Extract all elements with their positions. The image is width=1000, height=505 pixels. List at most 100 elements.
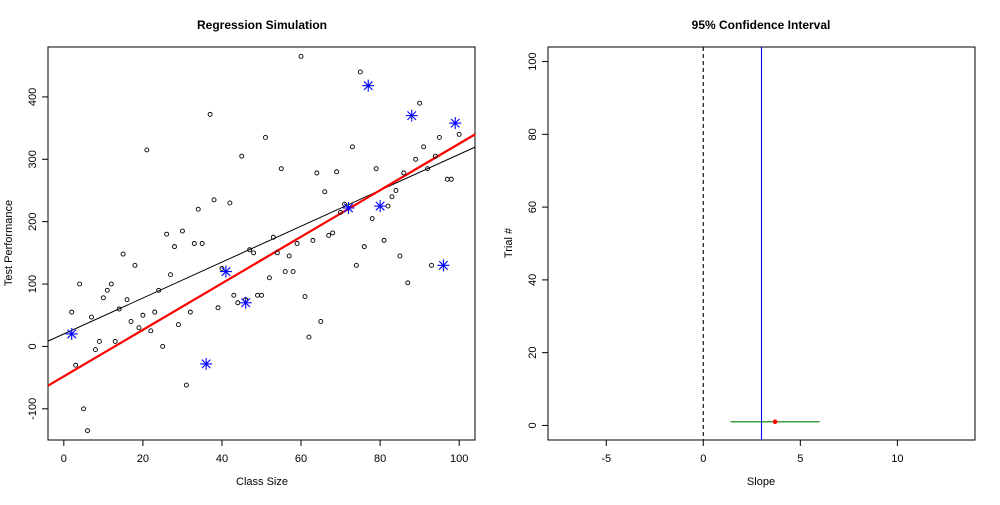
data-point bbox=[211, 197, 217, 203]
true-regression-line bbox=[47, 133, 476, 387]
regression-y-tick-label: 200 bbox=[27, 212, 39, 230]
confidence-intervals bbox=[730, 419, 820, 425]
regression-y-tick-label: 0 bbox=[27, 343, 39, 349]
data-point bbox=[85, 428, 90, 434]
asterisk-stroke bbox=[221, 266, 231, 277]
data-point bbox=[270, 234, 276, 240]
confidence-y-tick-label: 40 bbox=[527, 274, 539, 286]
data-point bbox=[120, 251, 126, 257]
data-point bbox=[148, 328, 154, 334]
data-point bbox=[132, 262, 138, 268]
data-point bbox=[160, 343, 166, 349]
data-point bbox=[425, 166, 431, 172]
regression-y-tick-label: 400 bbox=[27, 88, 39, 106]
confidence-x-tick-label: 5 bbox=[797, 453, 803, 465]
data-point bbox=[89, 314, 94, 320]
asterisk-stroke bbox=[438, 260, 449, 270]
regression-y-tick-label: -100 bbox=[27, 398, 39, 420]
highlighted-point bbox=[219, 265, 232, 278]
data-point bbox=[140, 312, 146, 318]
highlighted-point bbox=[437, 259, 450, 272]
highlighted-point bbox=[449, 117, 462, 130]
data-point bbox=[207, 111, 213, 117]
asterisk-stroke bbox=[343, 203, 354, 213]
data-point bbox=[357, 69, 363, 75]
confidence-y-tick-label: 100 bbox=[527, 52, 539, 70]
data-point bbox=[183, 382, 189, 388]
data-point bbox=[349, 144, 355, 150]
asterisk-stroke bbox=[363, 81, 373, 91]
data-point bbox=[92, 347, 98, 352]
data-point bbox=[342, 201, 347, 207]
highlighted-point bbox=[342, 201, 355, 214]
slope-estimate-point bbox=[772, 419, 778, 425]
data-point bbox=[152, 309, 158, 315]
data-point bbox=[247, 247, 253, 253]
data-point bbox=[401, 170, 407, 176]
asterisk-stroke bbox=[450, 118, 460, 128]
data-point bbox=[100, 295, 106, 301]
data-point bbox=[108, 281, 114, 287]
regression-panel: Regression Simulation Class Size Test Pe… bbox=[3, 18, 476, 488]
data-point bbox=[164, 231, 170, 237]
confidence-y-tick-label: 60 bbox=[527, 201, 539, 213]
data-point bbox=[389, 194, 395, 200]
data-point bbox=[263, 135, 268, 140]
data-point bbox=[128, 319, 134, 324]
data-point bbox=[266, 275, 272, 281]
regression-x-tick-label: 0 bbox=[61, 453, 67, 465]
data-point bbox=[282, 269, 288, 275]
confidence-x-tick-label: 10 bbox=[891, 453, 903, 465]
data-point bbox=[353, 262, 359, 268]
data-point bbox=[326, 232, 332, 238]
data-point bbox=[397, 253, 403, 259]
highlighted-point bbox=[374, 200, 387, 213]
regression-x-tick-label: 40 bbox=[216, 453, 228, 465]
highlighted-point bbox=[65, 327, 78, 340]
data-point bbox=[310, 237, 316, 243]
data-point bbox=[318, 319, 324, 324]
data-point bbox=[179, 228, 185, 234]
confidence-panel: 95% Confidence Interval Slope Trial # -5… bbox=[503, 18, 976, 488]
data-point bbox=[199, 241, 205, 246]
regression-x-tick-label: 100 bbox=[450, 453, 468, 465]
data-point bbox=[393, 188, 399, 193]
asterisk-stroke bbox=[407, 110, 417, 121]
data-point bbox=[73, 362, 79, 368]
data-point bbox=[417, 100, 423, 106]
data-point bbox=[385, 203, 391, 209]
regression-y-axis-label: Test Performance bbox=[3, 200, 15, 286]
confidence-x-tick-label: -5 bbox=[601, 453, 611, 465]
data-point bbox=[81, 406, 87, 412]
confidence-y-tick-label: 20 bbox=[527, 347, 539, 359]
confidence-reference-lines bbox=[702, 47, 763, 440]
data-point bbox=[334, 169, 340, 175]
data-point bbox=[251, 250, 257, 256]
regression-lines bbox=[47, 133, 476, 387]
data-point bbox=[369, 216, 375, 221]
data-point bbox=[239, 153, 245, 159]
regression-y-tick-label: 300 bbox=[27, 150, 39, 168]
data-point bbox=[413, 156, 419, 162]
data-point bbox=[219, 266, 225, 271]
data-point bbox=[195, 206, 201, 212]
confidence-x-axis-label: Slope bbox=[747, 476, 775, 488]
data-point bbox=[314, 170, 320, 176]
data-point bbox=[136, 325, 142, 331]
confidence-y-axis-label: Trial # bbox=[503, 227, 515, 258]
data-point bbox=[294, 241, 300, 246]
data-point bbox=[144, 147, 150, 153]
data-point bbox=[259, 292, 264, 298]
data-point bbox=[286, 253, 292, 259]
data-point bbox=[433, 153, 438, 159]
asterisk-stroke bbox=[241, 298, 251, 308]
data-point bbox=[116, 306, 122, 312]
regression-x-tick-label: 80 bbox=[374, 453, 386, 465]
data-point bbox=[168, 272, 174, 278]
highlighted-point bbox=[200, 357, 213, 370]
data-point bbox=[274, 250, 280, 256]
asterisk-stroke bbox=[201, 359, 211, 369]
